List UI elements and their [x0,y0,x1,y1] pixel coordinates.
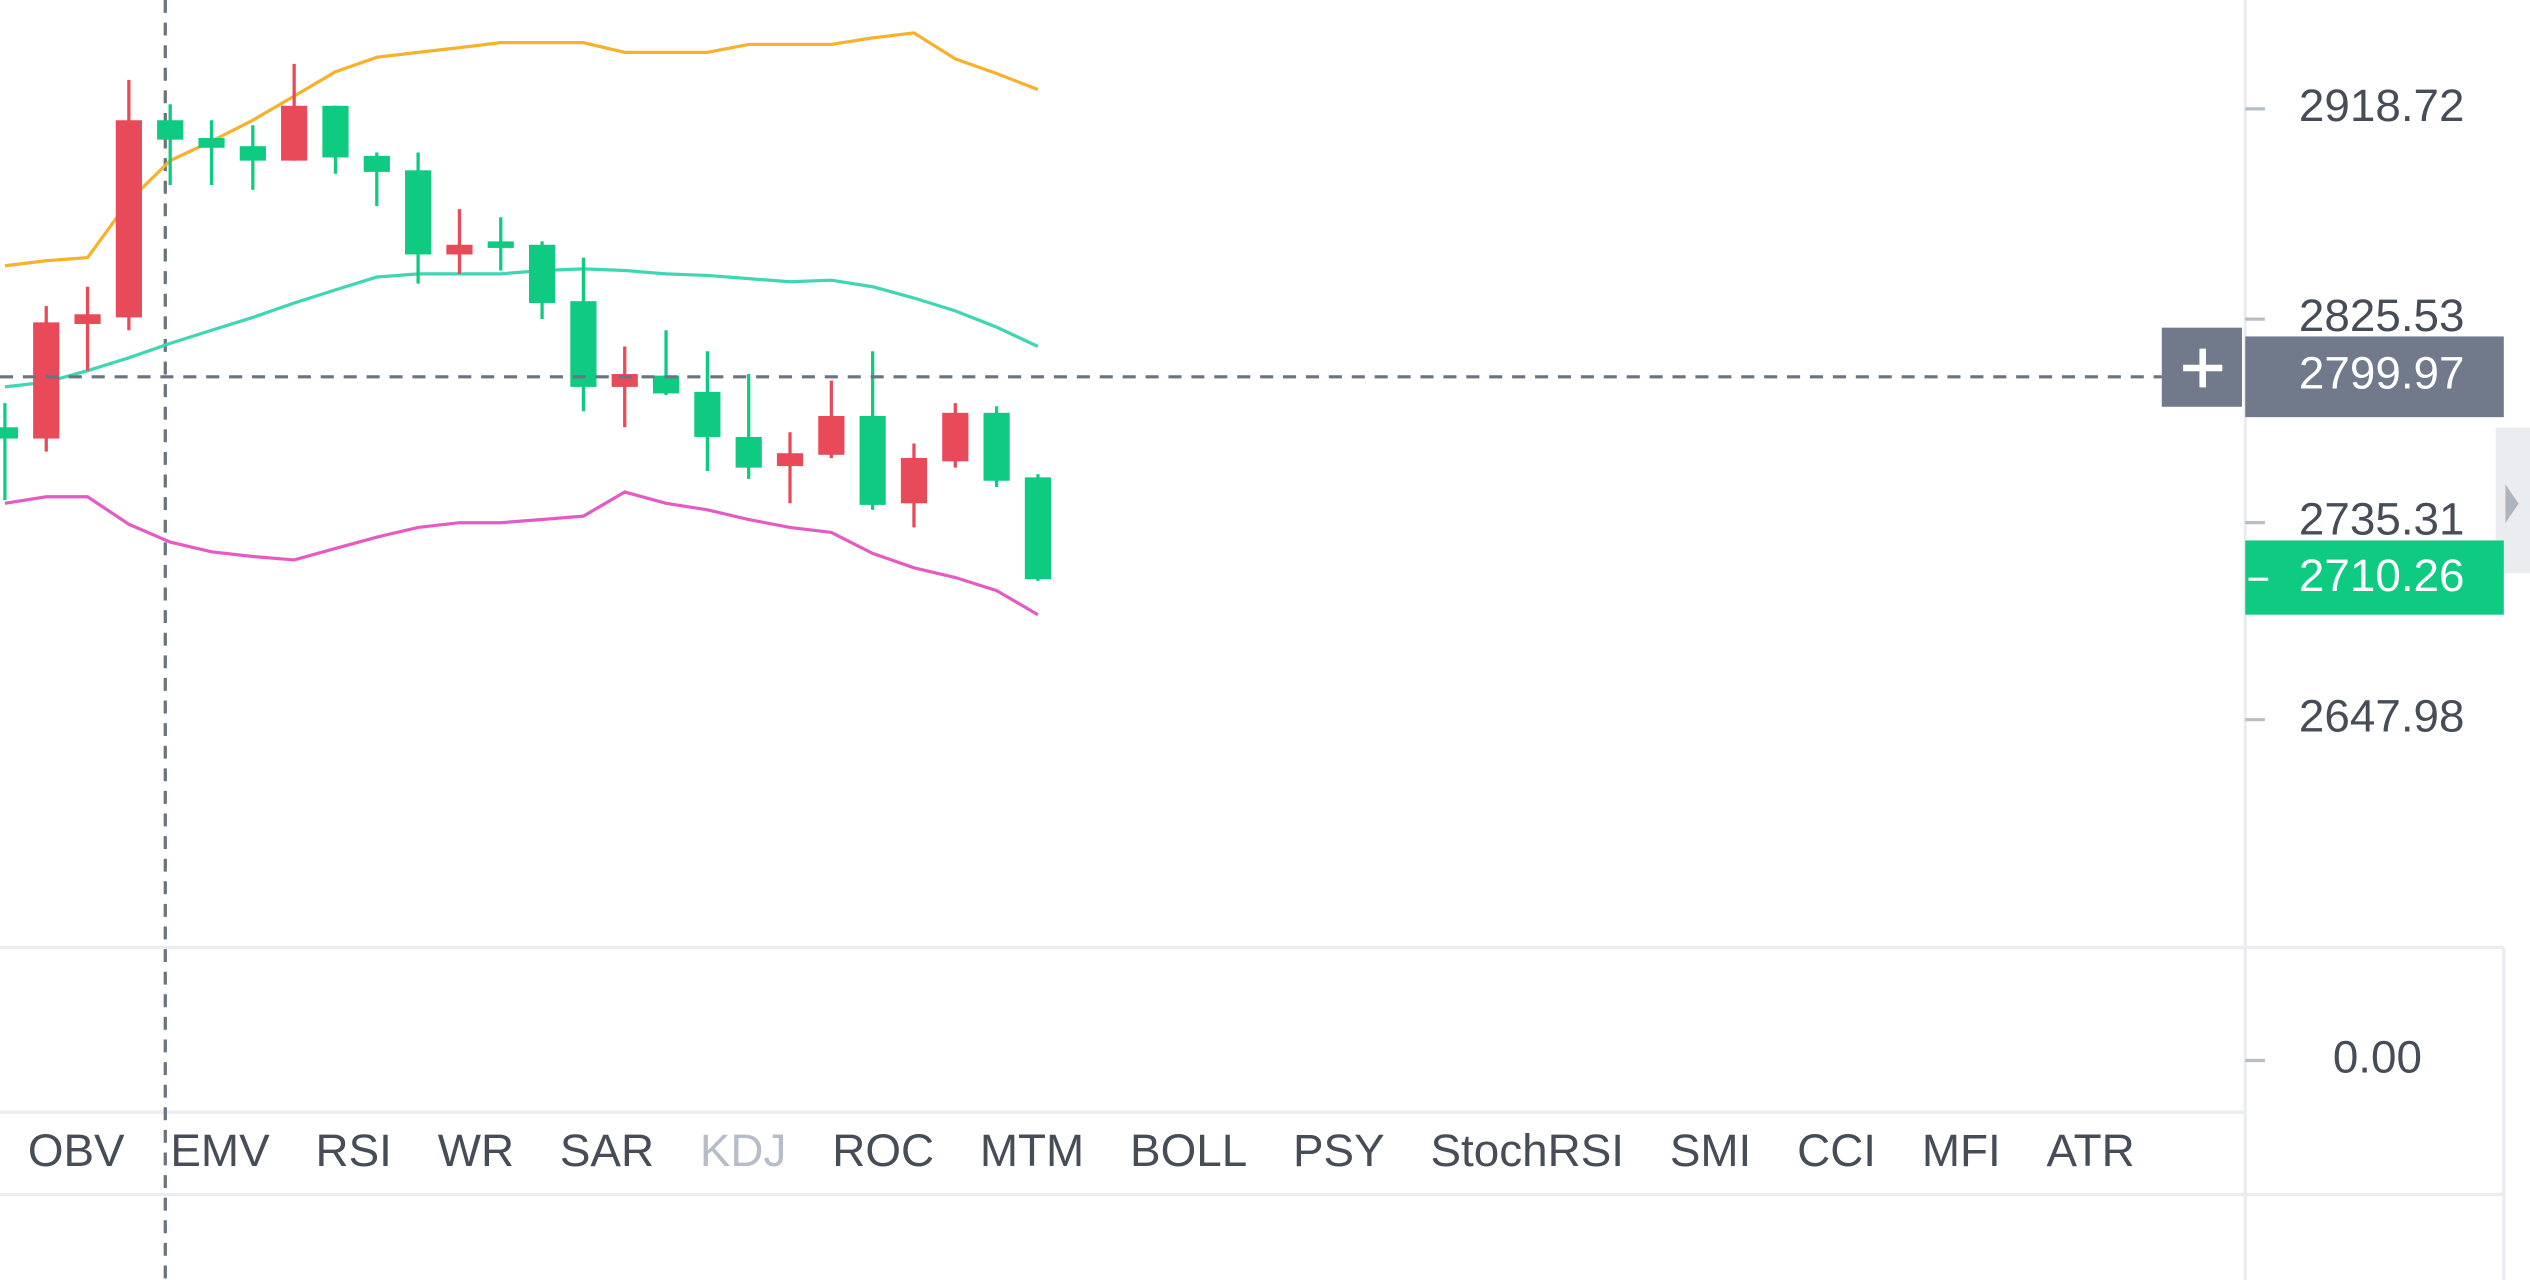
band-line [4,31,1039,268]
y-tick-label: 2647.98 [2299,691,2465,742]
y-tick-label: 2825.53 [2299,290,2465,341]
candle-body [405,170,432,255]
candle-body [694,391,721,437]
indicator-tab[interactable]: EMV [170,1125,270,1176]
candle-body [570,301,597,387]
candle-body [446,244,473,255]
candle-body [983,412,1010,481]
indicator-tab[interactable]: ROC [832,1125,934,1176]
candle-body [652,375,680,394]
plus-icon [2183,348,2223,388]
indicator-tab[interactable]: SMI [1670,1125,1751,1176]
indicator-tab[interactable]: StochRSI [1430,1125,1624,1176]
candle-body [74,314,101,324]
indicator-tab[interactable]: BOLL [1130,1125,1247,1176]
plot-area [0,31,1052,617]
indicator-tab[interactable]: OBV [28,1125,125,1176]
band-line [4,267,1039,389]
arrow-icon [2505,484,2519,523]
indicator-tab[interactable]: SAR [560,1125,654,1176]
y-tick-label: 2735.31 [2299,494,2465,545]
candle-body [818,415,845,455]
indicator-tab[interactable]: RSI [316,1125,392,1176]
candle-body [859,415,886,505]
candle-body [239,146,266,161]
crosshair-price-box [2245,336,2504,418]
indicator-tab[interactable]: KDJ [700,1125,787,1176]
candle-body [281,105,308,161]
indicator-tab[interactable]: MTM [980,1125,1084,1176]
candle-body [198,138,225,148]
indicator-tab[interactable]: CCI [1797,1125,1876,1176]
candle-body [157,120,184,140]
indicator-tick-label: 0.00 [2333,1032,2422,1083]
indicator-tab[interactable]: ATR [2047,1125,2135,1176]
last-price-label: 2710.26 [2299,550,2465,601]
candle-body [776,453,804,467]
y-tick-label: 2918.72 [2299,80,2465,131]
candle-body [1024,477,1052,580]
last-price-box [2245,540,2504,615]
candle-body [735,436,762,468]
indicator-tab[interactable]: WR [438,1125,514,1176]
indicator-tab[interactable]: MFI [1922,1125,2001,1176]
candle-body [900,457,928,504]
candle-body [0,427,19,439]
candle-body [363,155,390,172]
indicator-tab[interactable]: PSY [1293,1125,1385,1176]
candle-body [322,105,349,158]
indicator-tabs: OBV EMV RSI WR SAR KDJ ROC MTM BOLL PSY StochRSI SM… [28,1125,2135,1176]
candle-body [487,241,514,248]
candle-body [528,244,556,303]
candle-body [115,120,142,318]
crosshair-price-label: 2799.97 [2299,348,2465,399]
band-line [4,490,1039,617]
candle-body [33,322,60,439]
candle-body [942,412,969,462]
